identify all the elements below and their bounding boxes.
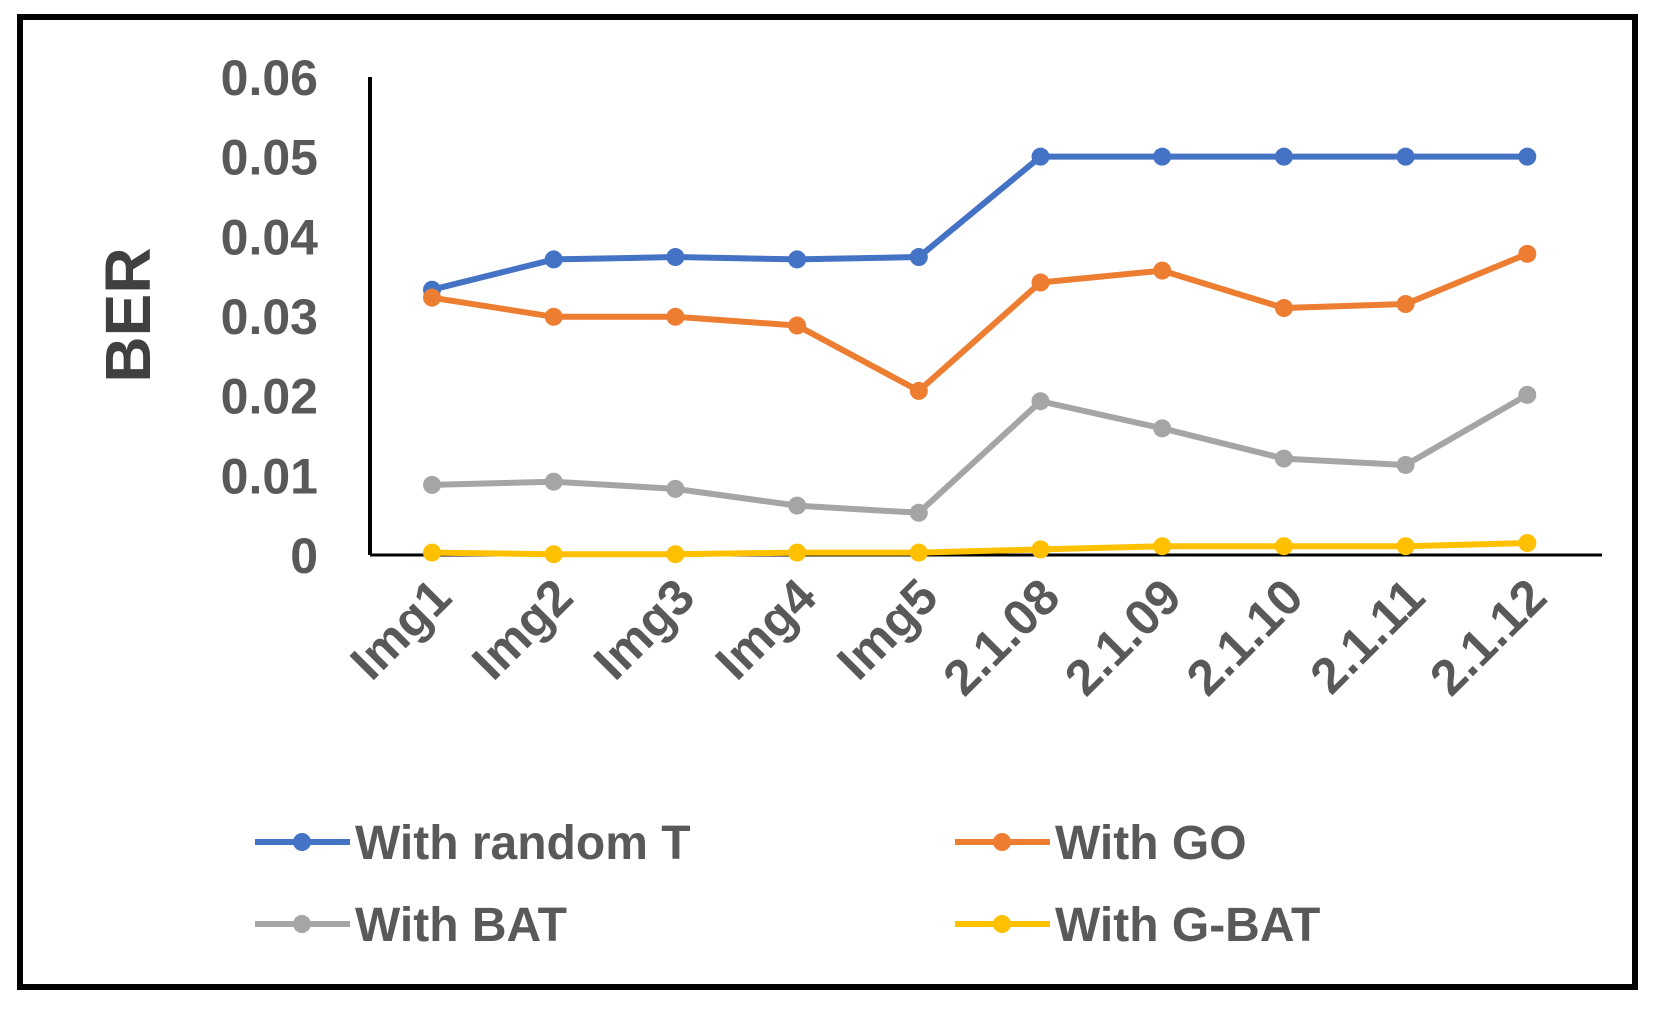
x-axis-ticks: Img1 Img2 Img3 Img4 Img52.1.082.1.092.1.102.… xyxy=(340,568,1557,706)
x-tick-label: Img4 xyxy=(705,568,827,690)
data-point xyxy=(544,472,563,491)
data-point xyxy=(1153,419,1172,438)
data-point xyxy=(544,250,563,269)
data-point xyxy=(788,543,807,562)
y-tick-label: 0.03 xyxy=(221,289,318,345)
data-point xyxy=(1274,449,1293,468)
y-axis-title: BER xyxy=(92,247,164,382)
data-point xyxy=(544,545,563,564)
legend: With random T With GO With BAT With G-BAT xyxy=(255,817,1320,952)
x-tick-label: 2.1.09 xyxy=(1054,568,1192,706)
data-point xyxy=(1031,273,1050,292)
series-line-2 xyxy=(429,250,1531,394)
data-point xyxy=(1396,295,1415,314)
data-point xyxy=(1031,540,1050,559)
series-line-1 xyxy=(429,153,1531,293)
data-point xyxy=(1396,537,1415,556)
data-point xyxy=(423,288,441,307)
data-point xyxy=(788,316,807,335)
data-point xyxy=(1153,261,1172,280)
data-point xyxy=(1274,299,1293,318)
data-point xyxy=(1396,455,1415,474)
y-tick-label: 0.01 xyxy=(221,448,318,504)
data-point xyxy=(1518,244,1537,263)
legend-swatch-marker xyxy=(993,833,1011,851)
x-tick-label: Img2 xyxy=(461,568,583,690)
y-tick-label: 0.04 xyxy=(221,209,319,265)
data-point xyxy=(1031,392,1050,411)
data-point xyxy=(788,250,807,269)
legend-label: With BAT xyxy=(355,899,567,952)
series-line-3 xyxy=(429,391,1531,516)
data-point xyxy=(1518,147,1537,166)
data-point xyxy=(423,543,441,562)
x-tick-label: 2.1.12 xyxy=(1419,568,1557,706)
legend-label: With random T xyxy=(355,817,691,870)
x-tick-label: 2.1.10 xyxy=(1176,568,1314,706)
data-point xyxy=(1274,147,1293,166)
data-point xyxy=(909,248,928,267)
series-layer xyxy=(423,147,1537,564)
data-point xyxy=(423,475,441,494)
data-point xyxy=(1031,147,1050,166)
x-tick-label: Img3 xyxy=(583,568,705,690)
data-point xyxy=(666,545,685,564)
data-point xyxy=(666,248,685,267)
data-point xyxy=(909,381,928,400)
data-point xyxy=(1153,147,1172,166)
data-point xyxy=(1153,537,1172,556)
legend-label: With GO xyxy=(1055,817,1247,870)
y-tick-label: 0.05 xyxy=(221,130,318,186)
data-point xyxy=(788,496,807,515)
legend-swatch-marker xyxy=(293,833,311,851)
data-point xyxy=(666,307,685,326)
legend-label: With G-BAT xyxy=(1055,899,1320,952)
chart-frame xyxy=(17,14,1638,990)
data-point xyxy=(909,543,928,562)
x-tick-label: Img5 xyxy=(826,568,948,690)
x-tick-label: 2.1.08 xyxy=(932,568,1070,706)
y-axis-ticks: 0 0.01 0.02 0.03 0.04 0.05 0.06 xyxy=(221,50,319,584)
data-point xyxy=(1518,534,1537,553)
data-point xyxy=(1396,147,1415,166)
series-line-4 xyxy=(429,540,1531,558)
legend-swatch-marker xyxy=(993,915,1011,933)
data-point xyxy=(666,479,685,498)
x-tick-label: Img1 xyxy=(340,568,462,690)
y-tick-label: 0.02 xyxy=(221,369,318,425)
x-tick-label: 2.1.11 xyxy=(1299,568,1435,704)
y-tick-label: 0 xyxy=(290,528,318,584)
legend-swatch-marker xyxy=(293,915,311,933)
data-point xyxy=(1274,537,1293,556)
data-point xyxy=(544,307,563,326)
y-tick-label: 0.06 xyxy=(221,50,318,106)
data-point xyxy=(909,503,928,522)
data-point xyxy=(1518,385,1537,404)
